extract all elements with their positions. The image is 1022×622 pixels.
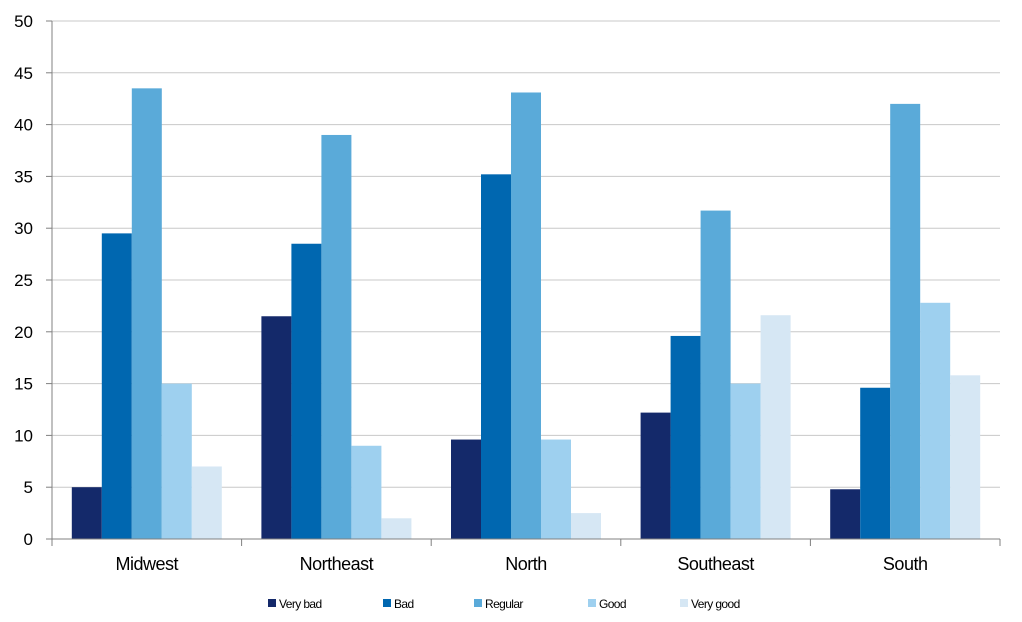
bar (640, 412, 671, 539)
legend-label: Regular (485, 597, 523, 611)
bar (700, 210, 731, 539)
bar (571, 513, 601, 539)
y-tick-label: 40 (14, 116, 33, 135)
bar (351, 445, 382, 539)
bar (760, 315, 791, 539)
bar (261, 316, 292, 539)
x-tick-label: Northeast (300, 554, 374, 574)
bar (161, 383, 192, 539)
bar (131, 88, 162, 539)
y-tick-label: 50 (14, 12, 33, 31)
y-tick-label: 30 (14, 219, 33, 238)
bar (191, 466, 222, 539)
bar (670, 335, 701, 539)
bars (71, 88, 981, 540)
bar (950, 375, 981, 539)
legend-swatch (474, 599, 482, 607)
bar (830, 489, 861, 539)
legend-swatch (680, 599, 688, 607)
x-tick-label: South (883, 554, 928, 574)
y-tick-label: 10 (14, 426, 33, 445)
bar (321, 134, 352, 539)
bar (511, 92, 541, 539)
bar (920, 302, 951, 539)
bar (730, 383, 761, 539)
y-tick-label: 45 (14, 64, 33, 83)
axes: 0 5 10 15 20 25 30 35 40 45 50 Midwest Northeast Nort… (14, 12, 1001, 574)
bar (291, 243, 322, 540)
y-tick-label: 35 (14, 167, 33, 186)
legend-swatch (268, 599, 276, 607)
bar (890, 103, 921, 539)
legend-label: Good (599, 597, 626, 611)
x-tick-label: North (505, 554, 547, 574)
bar (541, 439, 571, 539)
bar (481, 174, 511, 539)
legend-label: Bad (394, 597, 414, 611)
legend-swatch (588, 599, 596, 607)
bar (860, 387, 891, 539)
y-tick-label: 15 (14, 375, 33, 394)
y-tick-label: 20 (14, 323, 33, 342)
bar (101, 233, 132, 539)
y-tick-label: 25 (14, 271, 33, 290)
legend-label: Very good (691, 597, 740, 611)
x-tick-label: Southeast (677, 554, 754, 574)
y-tick-label: 0 (24, 530, 33, 549)
legend-swatch (383, 599, 391, 607)
legend: Very bad Bad Regular Good Very good (268, 597, 740, 611)
bar (381, 518, 412, 539)
y-tick-label: 5 (24, 478, 33, 497)
legend-label: Very bad (279, 597, 322, 611)
x-tick-label: Midwest (116, 554, 179, 574)
bar (71, 487, 102, 539)
bar (451, 439, 481, 539)
